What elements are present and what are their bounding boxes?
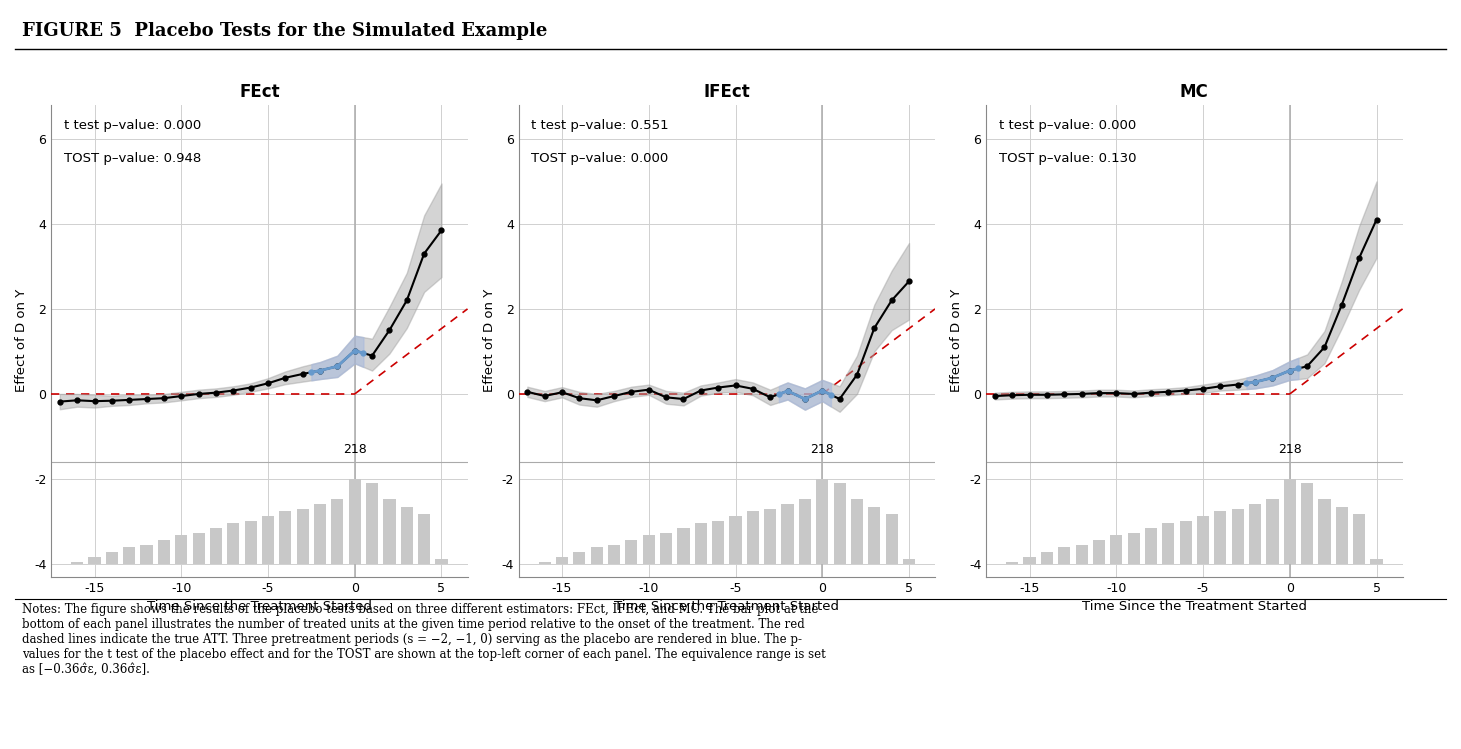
- X-axis label: Time Since the Treatment Started: Time Since the Treatment Started: [1081, 600, 1308, 613]
- Bar: [712, 521, 725, 564]
- Bar: [1163, 524, 1175, 564]
- X-axis label: Time Since the Treatment Started: Time Since the Treatment Started: [614, 600, 840, 613]
- Bar: [418, 514, 430, 564]
- Bar: [1267, 500, 1278, 564]
- Bar: [400, 506, 413, 564]
- Text: t test p–value: 0.551: t test p–value: 0.551: [532, 119, 669, 132]
- Bar: [678, 528, 690, 564]
- Text: TOST p–value: 0.000: TOST p–value: 0.000: [532, 152, 668, 165]
- X-axis label: Time Since the Treatment Started: Time Since the Treatment Started: [146, 600, 373, 613]
- Bar: [123, 548, 136, 564]
- Bar: [297, 509, 308, 564]
- Text: 218: 218: [811, 443, 834, 455]
- Bar: [72, 562, 83, 564]
- Bar: [1007, 562, 1018, 564]
- Bar: [1318, 500, 1331, 564]
- Bar: [1370, 560, 1382, 564]
- Bar: [383, 500, 396, 564]
- Bar: [262, 516, 275, 564]
- Title: IFEct: IFEct: [704, 82, 749, 100]
- Bar: [608, 545, 619, 564]
- Bar: [868, 506, 881, 564]
- Bar: [1075, 545, 1087, 564]
- Bar: [799, 500, 811, 564]
- Y-axis label: Effect of D on Y: Effect of D on Y: [484, 289, 495, 392]
- Bar: [1197, 516, 1210, 564]
- Bar: [332, 500, 343, 564]
- Bar: [314, 504, 326, 564]
- Bar: [244, 521, 257, 564]
- Bar: [1179, 521, 1192, 564]
- Bar: [1249, 504, 1261, 564]
- Bar: [903, 560, 915, 564]
- Bar: [140, 545, 152, 564]
- Bar: [643, 536, 655, 564]
- Y-axis label: Effect of D on Y: Effect of D on Y: [16, 289, 28, 392]
- Bar: [625, 540, 637, 564]
- Bar: [1302, 483, 1313, 564]
- Bar: [89, 557, 101, 564]
- Bar: [349, 479, 361, 564]
- Bar: [158, 540, 169, 564]
- Bar: [695, 524, 707, 564]
- Bar: [834, 483, 846, 564]
- Bar: [1110, 536, 1122, 564]
- Bar: [210, 528, 222, 564]
- Text: TOST p–value: 0.948: TOST p–value: 0.948: [64, 152, 200, 165]
- Bar: [573, 552, 586, 564]
- Bar: [539, 562, 551, 564]
- Bar: [1058, 548, 1071, 564]
- Bar: [557, 557, 568, 564]
- Title: FEct: FEct: [240, 82, 279, 100]
- Bar: [435, 560, 447, 564]
- Bar: [782, 504, 793, 564]
- Bar: [590, 548, 603, 564]
- Bar: [660, 533, 672, 564]
- Bar: [1232, 509, 1243, 564]
- Bar: [367, 483, 378, 564]
- Bar: [729, 516, 742, 564]
- Bar: [1145, 528, 1157, 564]
- Bar: [1284, 479, 1296, 564]
- Bar: [1040, 552, 1053, 564]
- Bar: [193, 533, 205, 564]
- Bar: [228, 524, 240, 564]
- Title: MC: MC: [1180, 82, 1208, 100]
- Text: t test p–value: 0.000: t test p–value: 0.000: [64, 119, 200, 132]
- Text: FIGURE 5  Placebo Tests for the Simulated Example: FIGURE 5 Placebo Tests for the Simulated…: [22, 22, 548, 40]
- Text: Notes: The figure shows the results of the placebo tests based on three differen: Notes: The figure shows the results of t…: [22, 603, 825, 676]
- Bar: [1024, 557, 1036, 564]
- Bar: [1353, 514, 1365, 564]
- Bar: [764, 509, 776, 564]
- Y-axis label: Effect of D on Y: Effect of D on Y: [951, 289, 963, 392]
- Bar: [885, 514, 897, 564]
- Bar: [105, 552, 118, 564]
- Bar: [1214, 512, 1226, 564]
- Bar: [175, 536, 187, 564]
- Bar: [747, 512, 758, 564]
- Bar: [1093, 540, 1105, 564]
- Bar: [1128, 533, 1140, 564]
- Bar: [850, 500, 863, 564]
- Bar: [279, 512, 291, 564]
- Bar: [817, 479, 828, 564]
- Bar: [1335, 506, 1349, 564]
- Text: 218: 218: [1278, 443, 1302, 455]
- Text: TOST p–value: 0.130: TOST p–value: 0.130: [999, 152, 1137, 165]
- Text: 218: 218: [343, 443, 367, 455]
- Text: t test p–value: 0.000: t test p–value: 0.000: [999, 119, 1135, 132]
